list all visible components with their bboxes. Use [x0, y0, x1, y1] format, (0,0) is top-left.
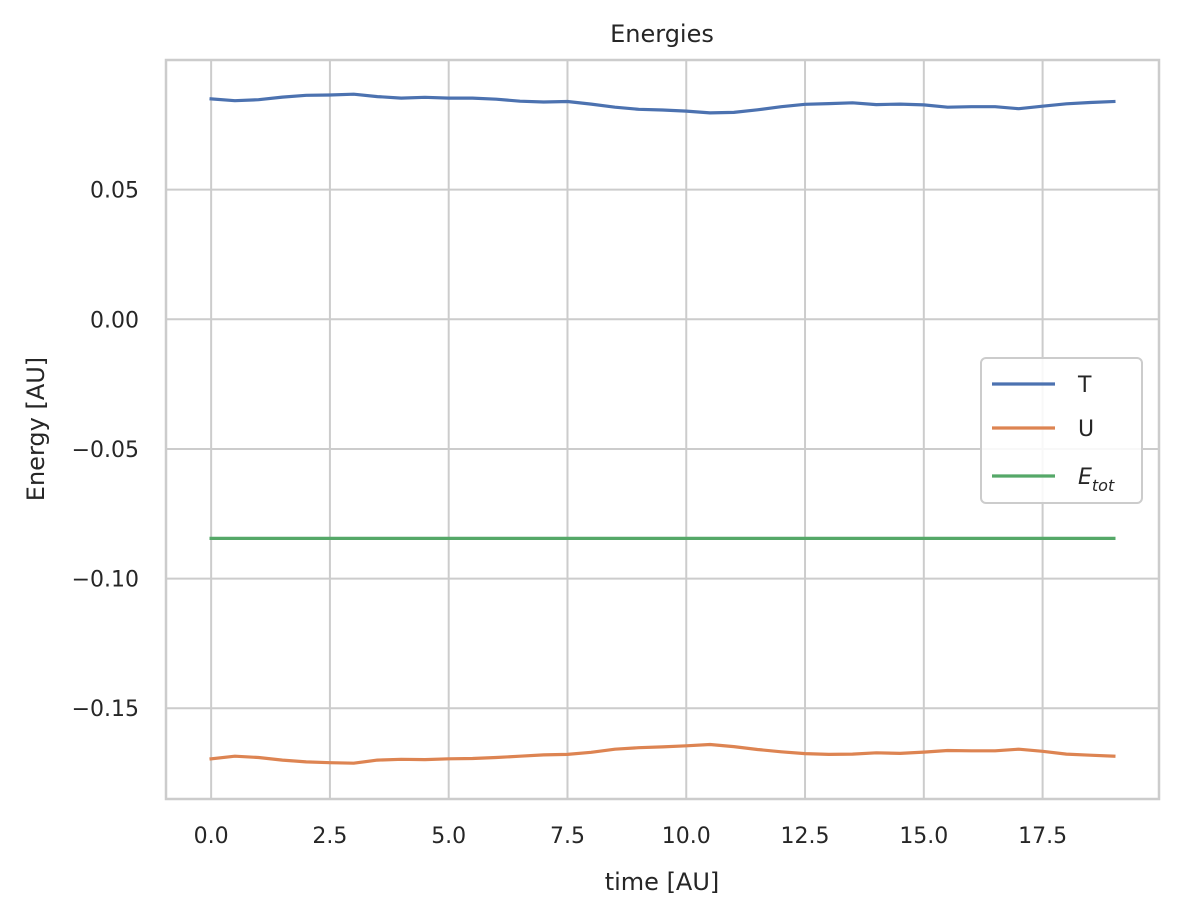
- series-lines: [209, 92, 1116, 765]
- x-axis-label: time [AU]: [605, 868, 720, 896]
- x-tick-labels: 0.0 2.5 5.0 7.5 10.0 12.5 15.0 17.5: [194, 824, 1067, 849]
- x-tick-label: 0.0: [194, 824, 229, 849]
- legend-label: T: [1077, 373, 1092, 398]
- y-tick-label: −0.05: [72, 438, 139, 463]
- series-line-t: [209, 92, 1116, 115]
- legend: TU Etot: [980, 357, 1143, 504]
- series-line-u: [209, 742, 1116, 765]
- x-tick-label: 7.5: [550, 824, 585, 849]
- x-tick-label: 17.5: [1018, 824, 1067, 849]
- x-tick-label: 5.0: [431, 824, 466, 849]
- y-tick-label: −0.15: [72, 697, 139, 722]
- x-tick-label: 15.0: [899, 824, 948, 849]
- chart-title: Energies: [610, 20, 714, 48]
- legend-box: [980, 357, 1143, 504]
- grid: [166, 60, 1159, 799]
- legend-label: Etot: [1078, 465, 1115, 495]
- y-axis-label: Energy [AU]: [22, 357, 50, 501]
- x-tick-label: 2.5: [312, 824, 347, 849]
- y-tick-label: 0.00: [90, 308, 139, 333]
- x-tick-label: 12.5: [781, 824, 830, 849]
- y-tick-labels: −0.15 −0.10 −0.05 0.00 0.05: [72, 179, 139, 723]
- y-tick-label: 0.05: [90, 179, 139, 204]
- y-tick-label: −0.10: [72, 568, 139, 593]
- legend-label: U: [1078, 417, 1094, 442]
- x-tick-label: 10.0: [662, 824, 711, 849]
- plot-frame: [164, 58, 1161, 801]
